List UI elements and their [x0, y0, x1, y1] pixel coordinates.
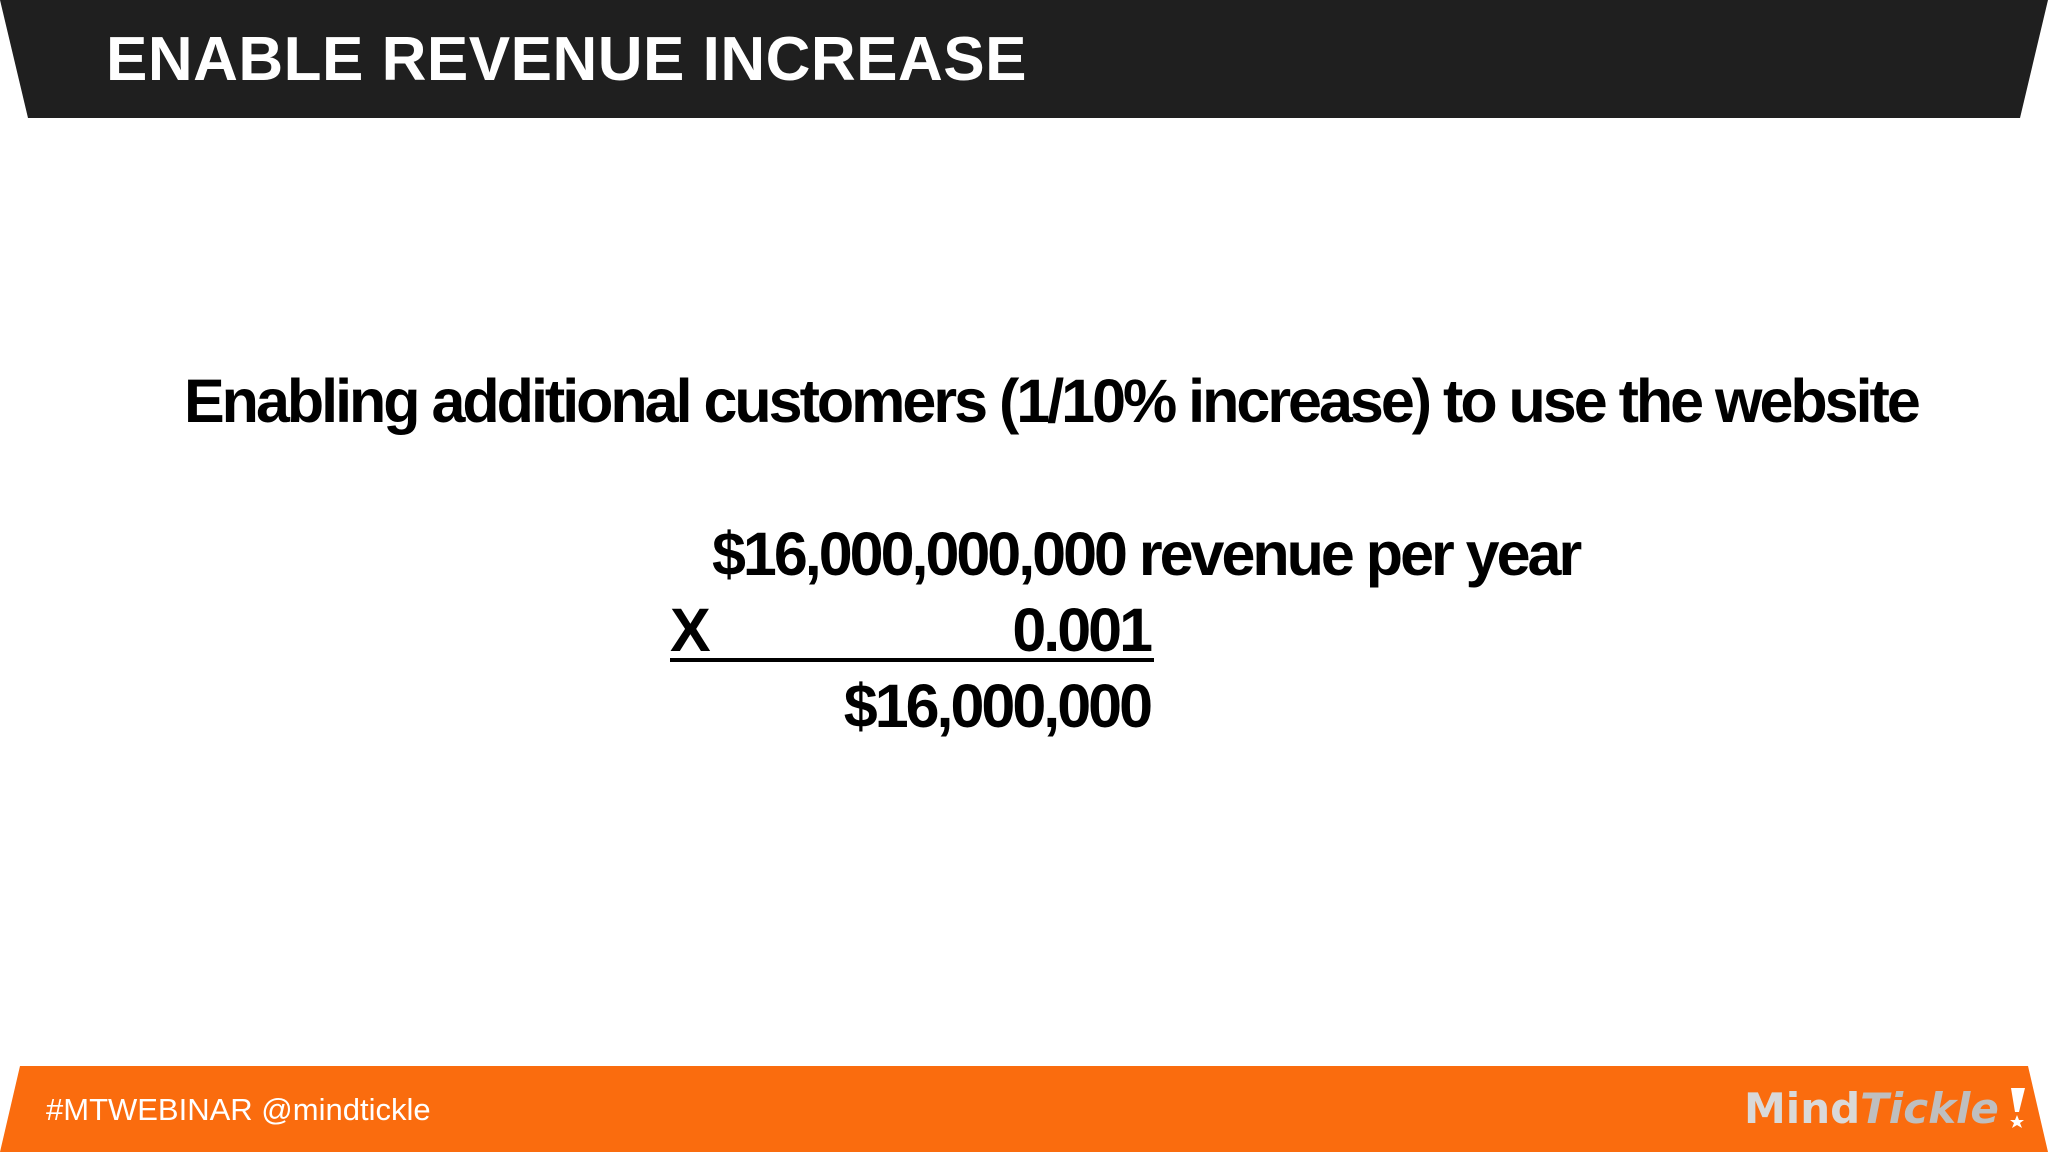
footer-bar	[0, 1066, 2048, 1152]
title-bar	[0, 0, 2048, 118]
mindtickle-logo: Mind Tickle	[1744, 1083, 2031, 1133]
revenue-per-year-line: $16,000,000,000 revenue per year	[712, 520, 1582, 588]
exclamation-star-icon	[2009, 1088, 2025, 1128]
slide-headline: Enabling additional customers (1/10% inc…	[184, 367, 1921, 435]
calculation-underline	[670, 658, 1154, 662]
multiplier-value: 0.001	[1012, 596, 1153, 664]
calculation-result: $16,000,000	[843, 672, 1153, 740]
logo-mind-text: Mind	[1744, 1083, 1861, 1133]
footer-hashtag: #MTWEBINAR @mindtickle	[46, 1092, 431, 1127]
slide-title: ENABLE REVENUE INCREASE	[106, 25, 1027, 94]
multiply-operator: X	[670, 596, 711, 664]
logo-tickle-text: Tickle	[1860, 1083, 1999, 1133]
